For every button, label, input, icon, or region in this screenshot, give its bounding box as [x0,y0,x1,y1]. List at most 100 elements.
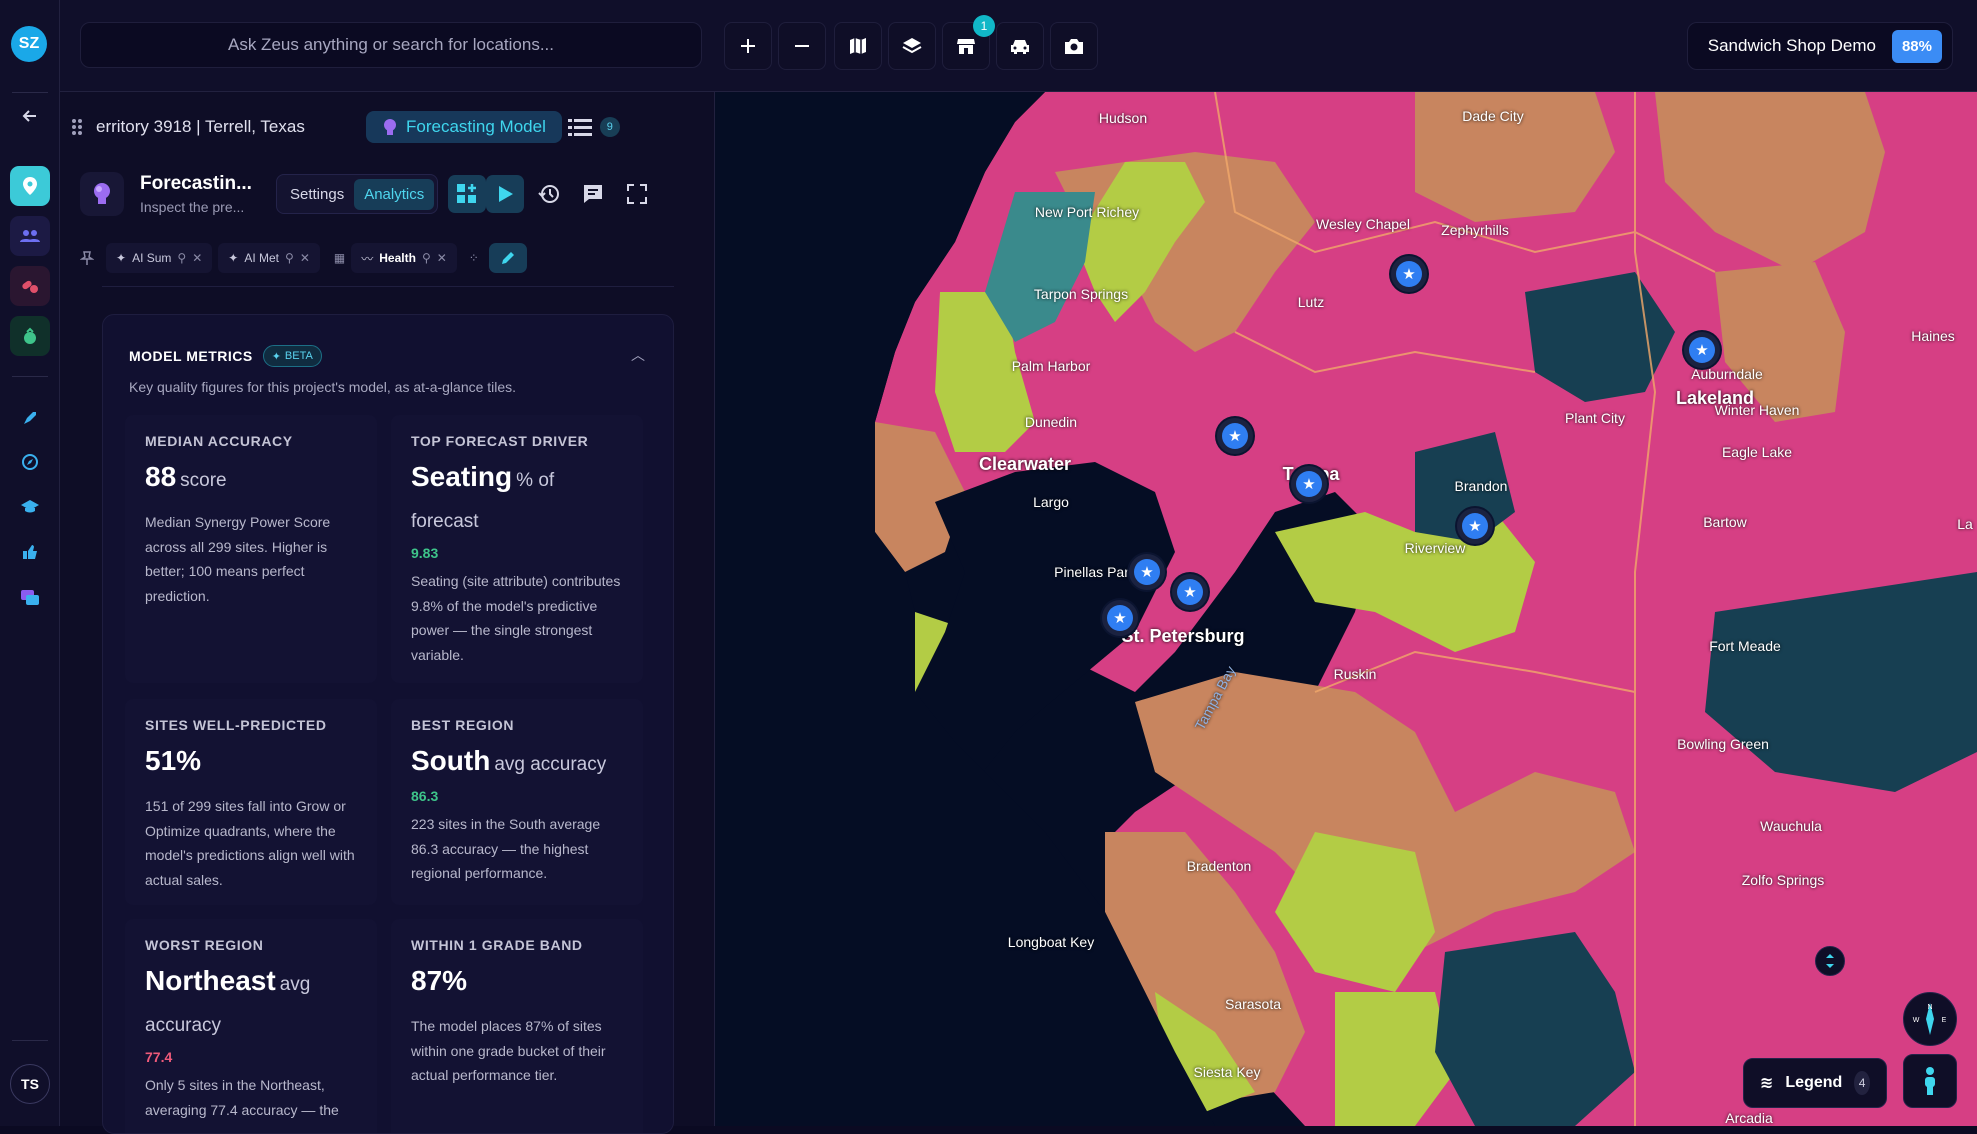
chip-ai-summary[interactable]: ✦ AI Sum ⚲ ✕ [106,243,213,273]
thumbs-up-icon[interactable] [10,532,50,572]
close-icon[interactable]: ✕ [436,251,447,265]
search-input[interactable]: Ask Zeus anything or search for location… [80,22,702,68]
map-place-label: Zolfo Springs [1741,872,1825,888]
chip-health[interactable]: 〰 Health ⚲ ✕ [351,243,457,273]
store-marker-star-icon[interactable]: ★ [1217,418,1253,454]
rocket-icon[interactable] [10,398,50,438]
tab-analytics[interactable]: Analytics [354,178,435,210]
drag-handle-icon[interactable] [70,118,84,136]
map-place-label: Zephyrhills [1441,222,1509,238]
forecast-model-avatar [80,172,124,216]
store-marker-star-icon[interactable]: ★ [1457,508,1493,544]
app-logo[interactable]: SZ [11,26,47,62]
chevron-up-icon[interactable]: ︿ [631,347,645,363]
person-icon [1925,1067,1935,1095]
scatter-icon[interactable]: ⁘ [468,251,479,265]
metric-tile: WITHIN 1 GRADE BAND 87% The model places… [391,919,643,1133]
grid-icon[interactable]: ▦ [333,251,346,265]
comments-button[interactable] [574,175,612,213]
rail-divider [12,376,48,377]
map-place-label: Longboat Key [1007,934,1095,950]
map-place-label: Eagle Lake [1721,444,1793,460]
zoom-out-button[interactable] [778,22,826,70]
store-count-badge: 1 [973,15,995,37]
close-icon[interactable]: ✕ [192,251,203,265]
map-region-orange [1135,672,1635,952]
pin-icon[interactable] [80,251,94,265]
play-icon [499,186,514,202]
store-marker-star-icon[interactable]: ★ [1102,600,1138,636]
run-button[interactable] [486,175,525,213]
rail-divider [12,1040,48,1041]
legend-button[interactable]: ≋ Legend 4 [1743,1058,1887,1108]
map-canvas[interactable] [715,92,1977,1126]
territory-map[interactable]: Hudson Dade City New Port Richey Wesley Cha… [715,92,1977,1126]
user-avatar[interactable]: TS [10,1064,50,1104]
map-place-label: Winter Haven [1714,402,1800,418]
compass-icon: NW E [1913,1003,1947,1035]
pin-icon[interactable]: ⚲ [285,251,294,265]
store-icon [957,39,975,54]
map-region-lime [1275,512,1535,652]
store-marker-star-icon[interactable]: ★ [1684,332,1720,368]
map-region-orange [1415,92,1615,222]
map-place-label: Ruskin [1333,666,1377,682]
pin-icon[interactable]: ⚲ [177,251,187,265]
store-marker-star-icon[interactable]: ★ [1391,256,1427,292]
metric-label: BEST REGION [411,717,515,733]
fullscreen-button[interactable] [618,175,656,213]
metric-tile: WORST REGION Northeast avg accuracy 77.4 … [125,919,377,1133]
chip-ai-metrics[interactable]: ✦ AI Met ⚲ ✕ [218,243,320,273]
stores-button[interactable]: 1 [942,15,995,70]
card-description: Key quality figures for this project's m… [129,379,517,395]
people-icon[interactable] [10,216,50,256]
bag-icon[interactable] [10,316,50,356]
screenshot-button[interactable] [1050,22,1098,70]
vertical-arrows-icon [1826,954,1834,968]
metric-tile: MEDIAN ACCURACY 88 score Median Synergy P… [125,415,377,683]
svg-text:W: W [1913,1017,1920,1024]
store-marker-star-icon[interactable]: ★ [1129,554,1165,590]
map-place-label: Siesta Key [1193,1064,1261,1080]
drive-time-button[interactable] [996,22,1044,70]
map-region-lime [1075,162,1205,322]
back-arrow-icon[interactable] [10,96,50,136]
project-selector[interactable]: Sandwich Shop Demo 88% [1686,22,1953,70]
map-region-teal [985,192,1095,342]
compass-icon[interactable] [10,442,50,482]
pin-icon[interactable]: ⚲ [421,251,431,265]
grid-plus-icon [457,184,477,203]
map-style-button[interactable] [834,22,882,70]
forecasting-model-label: Forecasting Model [406,117,546,136]
add-widget-button[interactable] [448,175,487,213]
chip-label: AI Met [244,251,280,265]
metric-label: SITES WELL-PREDICTED [145,717,327,733]
layers-button[interactable] [888,22,936,70]
map-place-label: Plant City [1565,410,1625,426]
zoom-in-button[interactable] [724,22,772,70]
close-icon[interactable]: ✕ [299,251,310,265]
model-metrics-card: MODEL METRICS ✦ BETA ︿ Key quality figure… [102,314,674,1134]
top-bar: Ask Zeus anything or search for location… [60,0,1977,92]
tab-settings[interactable]: Settings [290,185,345,203]
edit-button[interactable] [488,243,527,273]
app-rail: SZ TS [0,0,60,1126]
metric-description: The model places 87% of sites within one… [411,1018,606,1083]
map-place-label: Largo [1033,494,1069,510]
metric-unit: % of forecast [411,470,555,532]
store-marker-star-icon[interactable]: ★ [1172,574,1208,610]
history-button[interactable] [530,175,568,213]
map-place-label: Tarpon Springs [1033,286,1129,302]
location-pin-icon[interactable] [10,166,50,206]
list-icon[interactable] [567,117,592,137]
forecasting-model-tag[interactable]: Forecasting Model [366,111,562,143]
street-view-button[interactable] [1903,1054,1957,1108]
brain-icon [94,183,110,204]
chat-icon[interactable] [10,578,50,618]
tilt-button[interactable] [1815,946,1845,976]
map-place-label: Lakeland [1675,388,1755,408]
store-marker-star-icon[interactable]: ★ [1291,466,1327,502]
graduation-cap-icon[interactable] [10,486,50,526]
pills-icon[interactable] [10,266,50,306]
